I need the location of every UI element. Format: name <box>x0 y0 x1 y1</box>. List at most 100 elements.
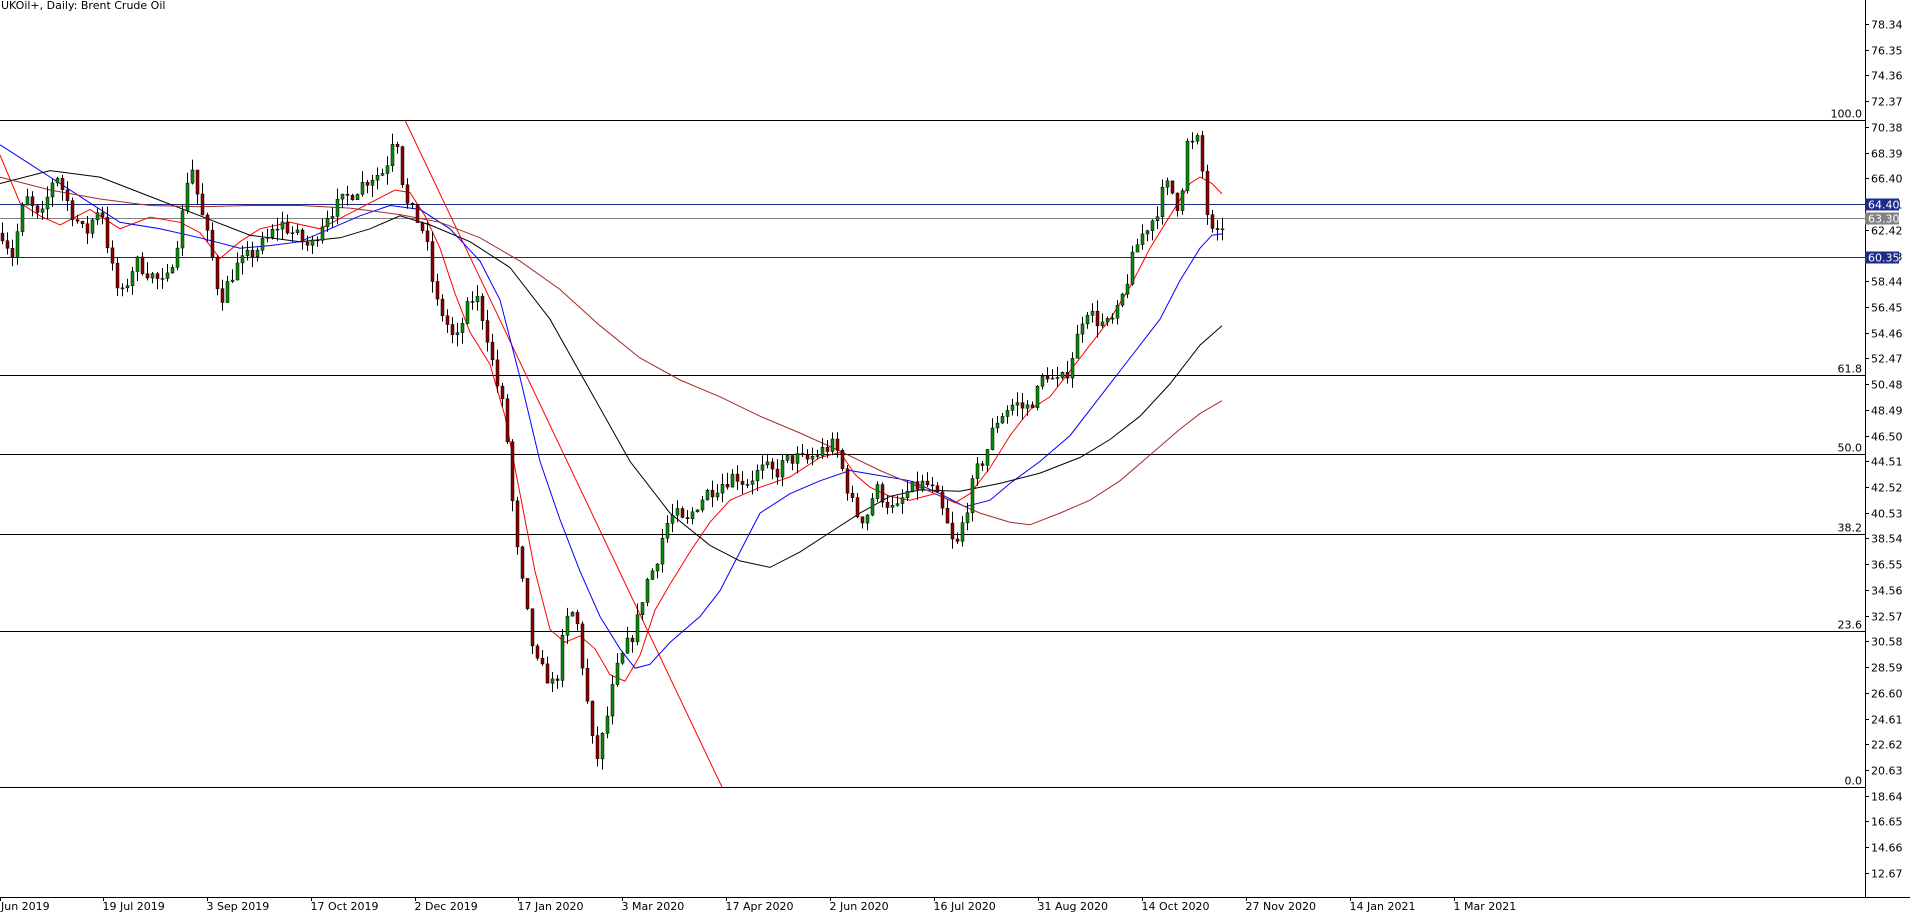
candle-body <box>55 178 60 184</box>
candle-body <box>130 271 135 286</box>
price-tick-label: 62.42 <box>1871 225 1903 238</box>
candle-body <box>20 204 25 232</box>
candle-body <box>255 249 260 258</box>
candle-body <box>965 512 970 524</box>
candle-body <box>745 484 750 486</box>
candle-body <box>560 635 565 681</box>
fib-level-label: 38.2 <box>1838 522 1863 535</box>
price-badge <box>1865 198 1899 211</box>
candle-body <box>1050 377 1055 380</box>
candle-body <box>1175 192 1180 211</box>
candle-body <box>1020 402 1025 409</box>
price-tick-label: 12.67 <box>1871 868 1903 881</box>
price-tick-label: 46.50 <box>1871 431 1903 444</box>
candle-body <box>550 678 555 684</box>
price-tick-label: 54.46 <box>1871 328 1903 341</box>
candle-body <box>755 470 760 482</box>
price-badge-label: 64.40 <box>1868 199 1900 212</box>
candle-body <box>895 503 900 506</box>
time-tick-label: 31 Aug 2020 <box>1038 900 1108 913</box>
candle-body <box>670 514 675 524</box>
candle-body <box>210 230 215 258</box>
candle-body <box>875 484 880 499</box>
candle-body <box>860 516 865 524</box>
time-tick-label: 1 Mar 2021 <box>1454 900 1517 913</box>
candle-body <box>510 441 515 502</box>
candle-body <box>395 144 400 147</box>
candle-body <box>915 481 920 490</box>
candle-body <box>490 341 495 361</box>
candle-body <box>810 456 815 460</box>
candle-body <box>25 196 30 206</box>
candle-body <box>680 508 685 518</box>
candle-body <box>575 612 580 625</box>
candle-body <box>355 194 360 201</box>
trendline <box>404 119 723 788</box>
candle-body <box>180 210 185 249</box>
candle-body <box>645 579 650 603</box>
candle-body <box>890 505 895 508</box>
time-tick-label: 14 Jan 2021 <box>1350 900 1416 913</box>
candle-body <box>1190 140 1195 143</box>
price-tick-label: 68.39 <box>1871 148 1903 161</box>
candle-body <box>325 217 330 228</box>
candle-body <box>315 239 320 242</box>
time-tick-label: 17 Apr 2020 <box>726 900 794 913</box>
candle-body <box>1075 333 1080 359</box>
candle-body <box>165 272 170 279</box>
candle-body <box>150 273 155 279</box>
candle-body <box>610 684 615 717</box>
candle-body <box>655 563 660 572</box>
candle-body <box>520 546 525 579</box>
candle-body <box>110 247 115 264</box>
candle-body <box>5 240 10 249</box>
candle-body <box>735 473 740 482</box>
time-tick-label: 3 Mar 2020 <box>622 900 685 913</box>
candle-body <box>590 700 595 736</box>
price-tick-label: 58.44 <box>1871 276 1903 289</box>
candle-body <box>995 422 1000 429</box>
candle-body <box>70 200 75 220</box>
price-badge-label: 63.30 <box>1868 213 1900 226</box>
candle-body <box>625 637 630 654</box>
candle-body <box>1085 315 1090 325</box>
candle-body <box>1115 305 1120 319</box>
candle-body <box>635 614 640 643</box>
price-tick-label: 36.55 <box>1871 559 1903 572</box>
candle-body <box>785 455 790 461</box>
candle-body <box>160 278 165 280</box>
candle-body <box>185 182 190 212</box>
candle-body <box>290 232 295 234</box>
candle-body <box>540 657 545 665</box>
candle-body <box>1160 186 1165 218</box>
candle-body <box>465 301 470 324</box>
candle-body <box>1045 375 1050 380</box>
candle-body <box>960 522 965 542</box>
moving-average-line <box>0 144 1223 669</box>
candle-body <box>1135 244 1140 253</box>
candle-body <box>1010 404 1015 411</box>
price-tick-label: 40.53 <box>1871 508 1903 521</box>
candle-body <box>145 273 150 279</box>
candle-body <box>385 165 390 174</box>
candle-body <box>815 455 820 457</box>
candle-body <box>1100 321 1105 327</box>
candle-body <box>480 295 485 321</box>
candle-body <box>85 223 90 234</box>
candle-body <box>280 221 285 230</box>
candle-body <box>1060 372 1065 378</box>
candle-body <box>1040 375 1045 387</box>
candle-body <box>455 332 460 336</box>
candle-body <box>270 228 275 238</box>
candle-body <box>545 663 550 684</box>
moving-averages <box>0 144 1223 682</box>
candle-body <box>555 678 560 681</box>
price-badge-label: 60.35 <box>1868 252 1900 265</box>
price-tick-label: 18.64 <box>1871 791 1903 804</box>
price-tick-label: 16.65 <box>1871 816 1903 829</box>
candle-body <box>840 450 845 470</box>
candle-body <box>400 146 405 185</box>
candle-body <box>1195 135 1200 142</box>
chart-title: UKOil+, Daily: Brent Crude Oil <box>1 0 165 12</box>
candle-body <box>90 219 95 234</box>
